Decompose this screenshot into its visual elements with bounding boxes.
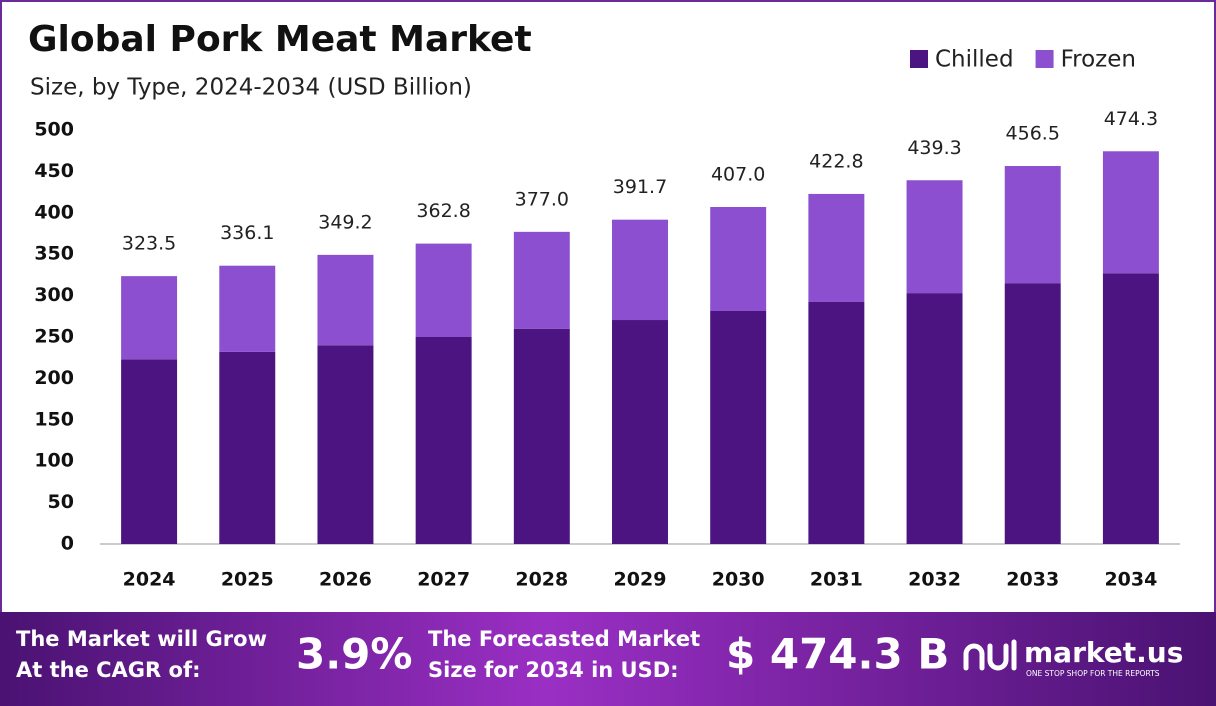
cagr-text: At the CAGR of:	[16, 658, 201, 682]
bar-segment	[121, 276, 178, 360]
value-label: 323.5	[122, 233, 176, 255]
bar-segment	[808, 301, 865, 544]
cagr-text: The Market will Grow	[16, 627, 267, 651]
tagline: ONE STOP SHOP FOR THE REPORTS	[1026, 669, 1160, 678]
y-tick-label: 350	[34, 243, 74, 265]
bar-segment	[317, 254, 374, 346]
x-tick-label: 2028	[515, 569, 568, 591]
value-label: 456.5	[1006, 123, 1060, 145]
bar-segment	[513, 328, 570, 544]
bar-segment	[612, 320, 668, 544]
x-tick-label: 2029	[614, 569, 667, 591]
bar-segment	[415, 243, 472, 337]
legend-swatch	[910, 50, 928, 68]
value-label: 377.0	[515, 188, 569, 210]
value-label: 439.3	[907, 137, 961, 159]
x-tick-label: 2033	[1006, 569, 1059, 591]
bar-segment	[1004, 283, 1061, 544]
bar-segment	[121, 359, 178, 544]
y-tick-label: 100	[34, 450, 74, 472]
chart-subtitle: Size, by Type, 2024-2034 (USD Billion)	[30, 75, 472, 101]
y-tick-label: 150	[34, 408, 74, 430]
x-tick-label: 2031	[810, 569, 863, 591]
logo-icon	[963, 639, 1017, 671]
bar-segment	[612, 219, 668, 321]
bar-segment	[415, 337, 472, 544]
x-tick-label: 2026	[319, 569, 372, 591]
forecast-value: $ 474.3 B	[726, 630, 949, 679]
y-tick-label: 400	[34, 201, 74, 223]
bar-segment	[710, 207, 767, 312]
bar-segment	[219, 265, 276, 352]
value-label: 422.8	[809, 150, 863, 172]
y-tick-label: 250	[34, 326, 74, 348]
value-label: 407.0	[711, 164, 765, 186]
bar-segment	[906, 180, 963, 294]
legend-label: Chilled	[935, 47, 1014, 73]
y-tick-label: 200	[34, 367, 74, 389]
value-label: 336.1	[220, 222, 274, 244]
x-tick-label: 2032	[908, 569, 961, 591]
bar-segment	[219, 351, 276, 544]
legend-label: Frozen	[1061, 47, 1136, 73]
chart-title: Global Pork Meat Market	[28, 19, 532, 60]
value-label: 349.2	[318, 211, 372, 233]
value-label: 474.3	[1104, 108, 1158, 130]
bar-segment	[710, 311, 767, 544]
x-tick-label: 2034	[1104, 569, 1157, 591]
y-tick-label: 300	[34, 284, 74, 306]
bar-segment	[1102, 273, 1159, 544]
value-label: 391.7	[613, 176, 667, 198]
y-tick-label: 0	[61, 533, 74, 555]
forecast-text: The Forecasted Market	[428, 627, 700, 651]
bar-segment	[513, 231, 570, 329]
bar-segment	[317, 345, 374, 544]
y-tick-label: 50	[48, 491, 74, 513]
brand: market.us	[1024, 636, 1183, 669]
y-tick-label: 450	[34, 160, 74, 182]
x-tick-label: 2025	[221, 569, 274, 591]
cagr-value: 3.9%	[296, 630, 412, 679]
legend-swatch	[1035, 50, 1054, 68]
value-label: 362.8	[416, 200, 470, 222]
forecast-text: Size for 2034 in USD:	[428, 658, 679, 682]
bar-segment	[1004, 166, 1061, 284]
x-tick-label: 2024	[123, 569, 176, 591]
bar-segment	[1102, 151, 1159, 274]
y-tick-label: 500	[34, 119, 74, 141]
bar-segment	[906, 293, 963, 544]
x-tick-label: 2030	[712, 569, 765, 591]
x-tick-label: 2027	[417, 569, 470, 591]
bar-segment	[808, 193, 865, 302]
